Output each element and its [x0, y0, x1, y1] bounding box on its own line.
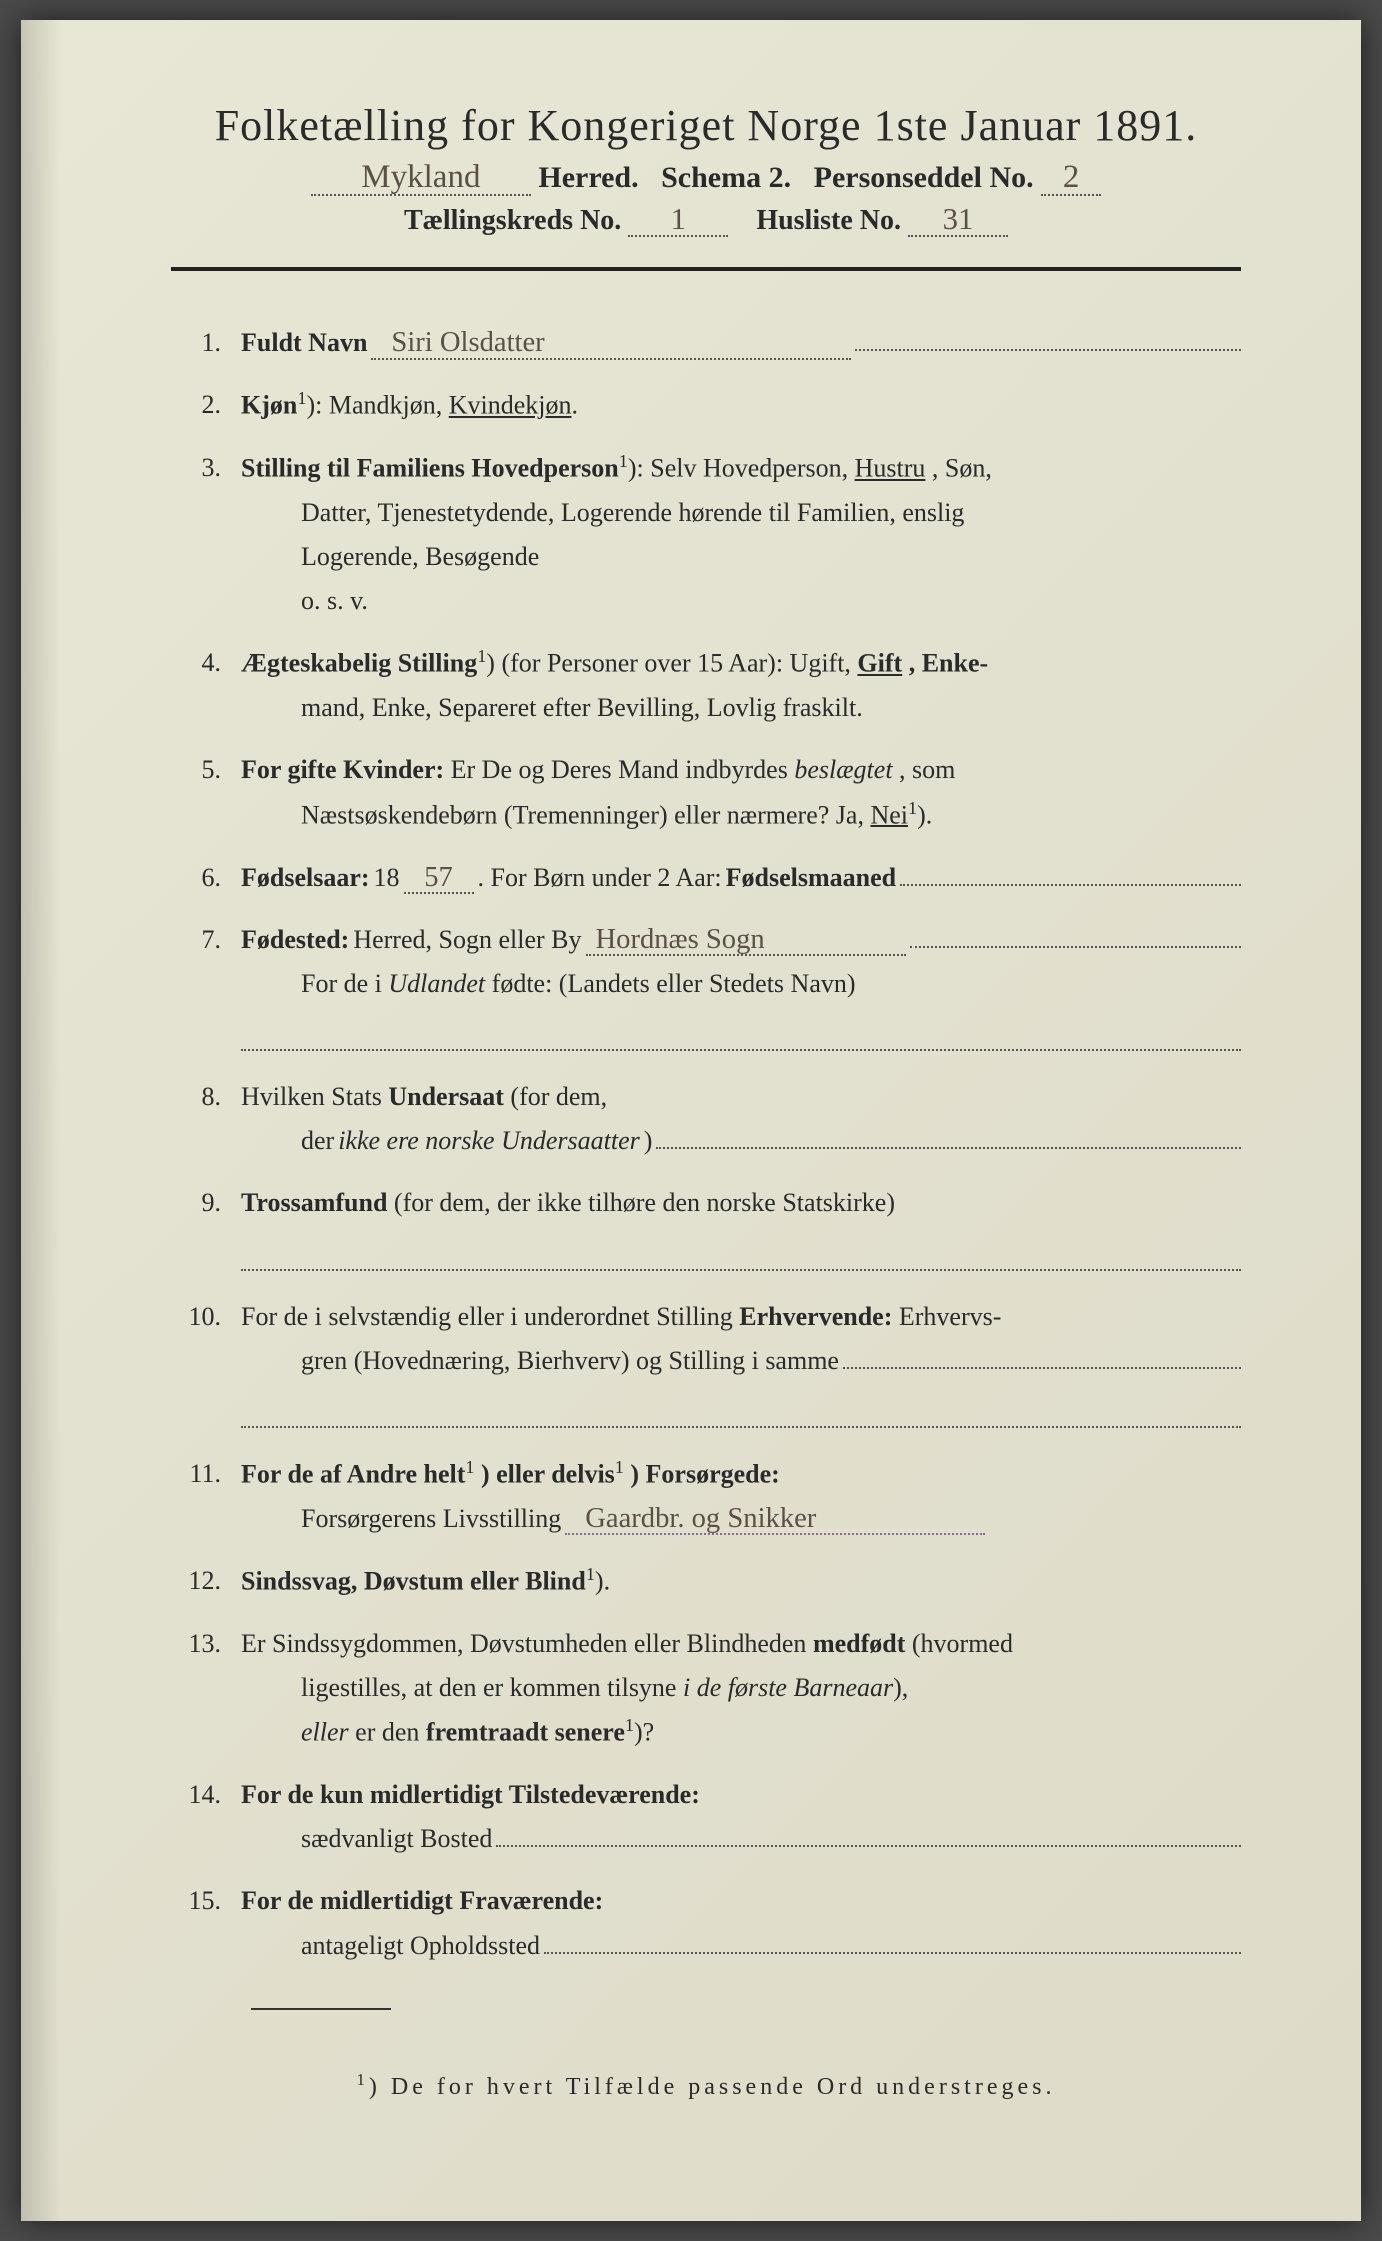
item-9-label: Trossamfund [241, 1188, 387, 1217]
item-3: 3. Stilling til Familiens Hovedperson1):… [171, 446, 1241, 623]
personseddel-no: 2 [1041, 161, 1101, 196]
subtitle-line-1: Mykland Herred. Schema 2. Personseddel N… [171, 161, 1241, 196]
item-12: 12. Sindssvag, Døvstum eller Blind1). [171, 1559, 1241, 1604]
dotted-fill [656, 1123, 1241, 1149]
item-11-label: For de af Andre helt [241, 1460, 465, 1489]
dotted-fill [910, 922, 1242, 948]
item-9: 9. Trossamfund (for dem, der ikke tilhør… [171, 1181, 1241, 1276]
dotted-fill [544, 1928, 1241, 1954]
item-num: 14. [171, 1773, 241, 1861]
item-14: 14. For de kun midlertidigt Tilstedevære… [171, 1773, 1241, 1861]
dotted-fill [900, 860, 1241, 886]
item-1-value: Siri Olsdatter [371, 329, 851, 360]
item-1: 1. Fuldt Navn Siri Olsdatter [171, 321, 1241, 365]
schema-label: Schema 2. [661, 161, 791, 194]
item-15: 15. For de midlertidigt Fraværende: anta… [171, 1879, 1241, 1967]
item-num: 3. [171, 446, 241, 623]
kreds-label: Tællingskreds No. [404, 205, 621, 236]
item-1-label: Fuldt Navn [241, 321, 367, 365]
item-5-selected: Nei [870, 800, 908, 829]
item-8: 8. Hvilken Stats Undersaat (for dem, der… [171, 1075, 1241, 1163]
husliste-label: Husliste No. [756, 205, 901, 236]
item-7: 7. Fødested: Herred, Sogn eller By Hordn… [171, 918, 1241, 1057]
item-num: 6. [171, 856, 241, 900]
dotted-line [241, 1232, 1241, 1271]
dotted-fill [855, 325, 1241, 351]
item-num: 7. [171, 918, 241, 1057]
personseddel-label: Personseddel No. [814, 161, 1034, 194]
item-13: 13. Er Sindssygdommen, Døvstumheden elle… [171, 1622, 1241, 1755]
header-rule [171, 267, 1241, 271]
item-6-label: Fødselsaar: [241, 856, 370, 900]
dotted-line [241, 1012, 1241, 1051]
dotted-line [241, 1389, 1241, 1428]
dotted-fill [496, 1821, 1241, 1847]
form-items: 1. Fuldt Navn Siri Olsdatter 2. Kjøn1): … [171, 321, 1241, 1968]
herred-value: Mykland [311, 161, 531, 196]
item-num: 13. [171, 1622, 241, 1755]
item-num: 5. [171, 748, 241, 837]
item-2-selected: Kvindekjøn [449, 391, 572, 420]
item-4-label: Ægteskabelig Stilling [241, 649, 477, 678]
item-15-label: For de midlertidigt Fraværende: [241, 1886, 603, 1915]
dotted-fill [843, 1343, 1241, 1369]
item-12-label: Sindssvag, Døvstum eller Blind [241, 1567, 586, 1596]
item-3-label: Stilling til Familiens Hovedperson [241, 454, 619, 483]
item-10: 10. For de i selvstændig eller i underor… [171, 1295, 1241, 1434]
page-title: Folketælling for Kongeriget Norge 1ste J… [171, 100, 1241, 151]
husliste-no: 31 [908, 204, 1008, 237]
item-5-label: For gifte Kvinder: [241, 755, 444, 784]
footnote: 1) De for hvert Tilfælde passende Ord un… [171, 2070, 1241, 2101]
item-11: 11. For de af Andre helt1 ) eller delvis… [171, 1452, 1241, 1541]
item-2-label: Kjøn [241, 391, 297, 420]
item-3-selected: Hustru [855, 454, 926, 483]
item-2-opts: Mandkjøn, [329, 391, 449, 420]
item-num: 1. [171, 321, 241, 365]
item-num: 11. [171, 1452, 241, 1541]
subtitle-line-2: Tællingskreds No. 1 Husliste No. 31 [171, 204, 1241, 237]
item-num: 12. [171, 1559, 241, 1604]
item-num: 9. [171, 1181, 241, 1276]
item-num: 4. [171, 641, 241, 730]
item-11-value: Gaardbr. og Snikker [565, 1505, 985, 1536]
item-6-year: 57 [404, 864, 474, 895]
footnote-rule [251, 2008, 391, 2010]
item-7-label: Fødested: [241, 918, 349, 962]
item-num: 15. [171, 1879, 241, 1967]
item-2: 2. Kjøn1): Mandkjøn, Kvindekjøn. [171, 383, 1241, 428]
item-num: 10. [171, 1295, 241, 1434]
item-4: 4. Ægteskabelig Stilling1) (for Personer… [171, 641, 1241, 730]
kreds-no: 1 [628, 204, 728, 237]
item-num: 2. [171, 383, 241, 428]
item-6: 6. Fødselsaar: 1857 . For Børn under 2 A… [171, 856, 1241, 900]
item-14-label: For de kun midlertidigt Tilstedeværende: [241, 1780, 700, 1809]
item-4-selected: Gift [857, 649, 902, 678]
item-num: 8. [171, 1075, 241, 1163]
item-7-value: Hordnæs Sogn [586, 926, 906, 957]
census-form-page: Folketælling for Kongeriget Norge 1ste J… [21, 20, 1361, 2221]
item-5: 5. For gifte Kvinder: Er De og Deres Man… [171, 748, 1241, 837]
herred-label: Herred. [538, 161, 638, 194]
